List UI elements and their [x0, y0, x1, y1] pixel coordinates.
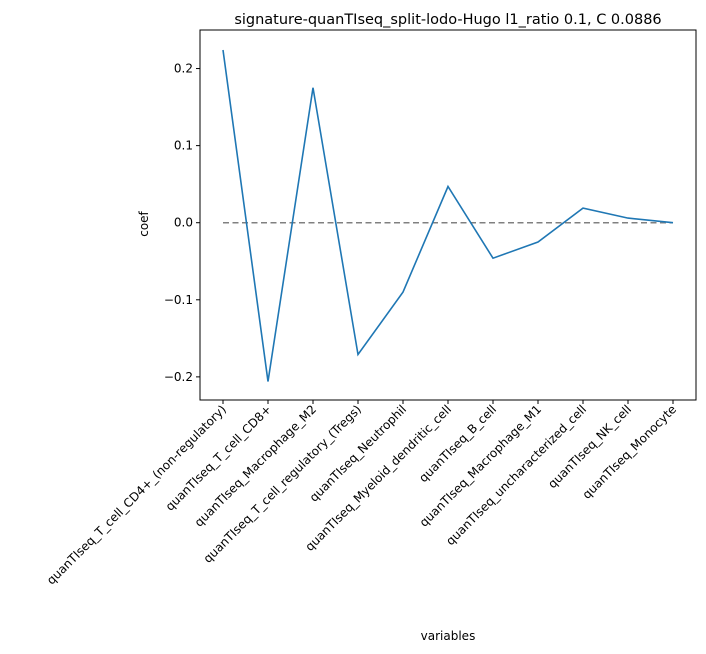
- x-axis-title: variables: [421, 629, 476, 643]
- x-tick-label: quanTIseq_B_cell: [416, 402, 499, 485]
- x-tick-label: quanTIseq_T_cell_CD4+_(non-regulatory): [44, 402, 229, 587]
- x-axis: quanTIseq_T_cell_CD4+_(non-regulatory)qu…: [44, 400, 679, 587]
- chart-title: signature-quanTIseq_split-lodo-Hugo l1_r…: [234, 12, 661, 28]
- y-tick-label: 0.2: [174, 62, 193, 76]
- y-axis: −0.2 −0.1 0.0 0.1 0.2: [164, 62, 200, 384]
- y-tick-label: 0.0: [174, 216, 193, 230]
- x-tick-label: quanTIseq_T_cell_regulatory_(Tregs): [201, 402, 364, 565]
- y-tick-label: −0.2: [164, 370, 193, 384]
- y-tick-label: 0.1: [174, 139, 193, 153]
- series-line: [222, 49, 674, 382]
- x-tick-label: quanTIseq_NK_cell: [545, 402, 634, 491]
- y-tick-label: −0.1: [164, 293, 193, 307]
- y-axis-title: coef: [137, 210, 151, 236]
- x-tick-label: quanTIseq_Monocyte: [580, 402, 680, 502]
